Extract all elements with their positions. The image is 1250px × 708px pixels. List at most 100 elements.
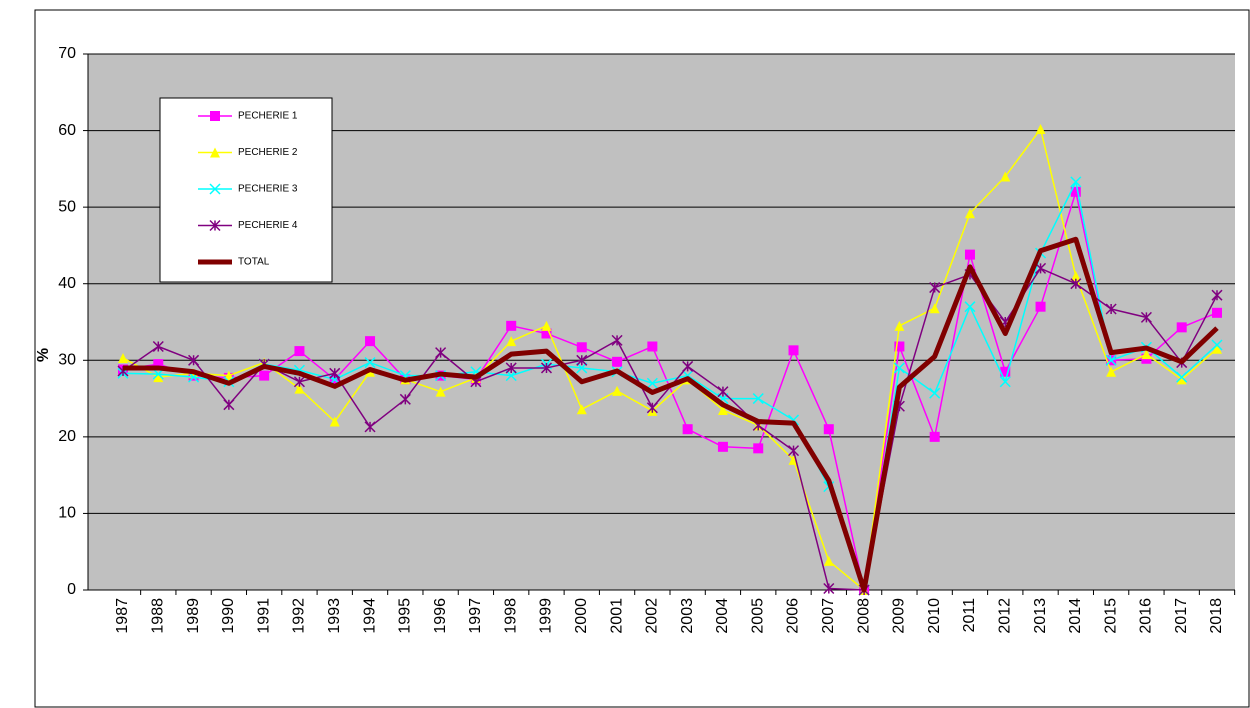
marker: [364, 421, 376, 433]
marker: [752, 393, 764, 405]
x-tick-label: 2001: [608, 598, 625, 634]
marker: [294, 383, 305, 394]
series-line: [122, 128, 1218, 591]
marker: [682, 424, 693, 435]
x-tick-label: 2002: [644, 598, 661, 634]
marker: [365, 336, 376, 347]
marker: [294, 346, 305, 357]
marker: [1212, 307, 1222, 318]
marker: [964, 249, 975, 260]
x-tick-label: 2013: [1032, 598, 1049, 634]
x-tick-label: 2008: [855, 598, 872, 634]
x-tick-label: 2009: [891, 598, 908, 634]
marker: [118, 352, 128, 363]
x-tick-label: 1997: [467, 598, 484, 634]
marker: [293, 376, 305, 388]
marker: [1000, 366, 1011, 377]
marker: [612, 385, 623, 396]
marker: [1035, 301, 1046, 312]
x-tick-label: 2004: [714, 598, 731, 634]
marker: [435, 347, 447, 359]
x-tick-label: 2007: [820, 598, 837, 634]
marker: [540, 362, 553, 374]
marker: [506, 336, 517, 347]
marker: [611, 334, 623, 346]
marker: [1141, 349, 1152, 360]
marker: [210, 111, 220, 121]
marker: [894, 341, 905, 352]
x-tick-label: 1993: [326, 598, 343, 634]
marker: [788, 345, 799, 356]
y-tick-label: 20: [58, 428, 76, 445]
marker: [364, 357, 376, 369]
legend: [159, 97, 333, 283]
y-axis-label: %: [35, 348, 52, 362]
x-tick-label: 1988: [150, 598, 167, 634]
x-tick-label: 1989: [185, 598, 202, 634]
y-tick-label: 50: [58, 198, 76, 215]
x-tick-label: 2018: [1208, 598, 1225, 634]
legend-label: PECHERIE 3: [238, 184, 298, 195]
marker: [399, 393, 411, 405]
marker: [964, 208, 975, 219]
x-tick-label: 1990: [220, 598, 237, 634]
marker: [1070, 186, 1081, 197]
marker: [1106, 366, 1117, 377]
marker: [999, 376, 1011, 388]
marker: [1105, 354, 1117, 366]
y-tick-label: 70: [58, 45, 76, 62]
x-tick-label: 2005: [749, 598, 766, 634]
x-tick-label: 2015: [1102, 598, 1119, 634]
marker: [964, 301, 976, 313]
marker: [1070, 271, 1081, 282]
marker: [223, 370, 234, 381]
legend-label: PECHERIE 2: [238, 147, 298, 158]
y-tick-label: 30: [58, 352, 76, 369]
x-tick-label: 2000: [573, 598, 590, 634]
marker: [209, 183, 221, 195]
x-tick-label: 2003: [679, 598, 696, 634]
marker: [1070, 278, 1082, 290]
marker: [1211, 289, 1223, 301]
marker: [1035, 262, 1047, 274]
x-tick-label: 2012: [996, 598, 1013, 634]
marker: [188, 354, 200, 366]
marker: [576, 342, 587, 353]
marker: [223, 399, 235, 411]
marker: [929, 282, 941, 294]
marker: [153, 372, 164, 383]
marker: [329, 416, 340, 427]
marker: [646, 402, 658, 414]
y-tick-label: 10: [58, 505, 76, 522]
marker: [929, 431, 940, 442]
marker: [823, 555, 834, 566]
marker: [329, 367, 341, 379]
legend-label: PECHERIE 1: [238, 111, 298, 122]
marker: [1070, 176, 1082, 188]
marker: [541, 320, 552, 331]
marker: [717, 386, 729, 398]
x-tick-label: 1999: [538, 598, 555, 634]
marker: [1176, 371, 1188, 383]
marker: [152, 340, 164, 353]
x-tick-label: 1987: [114, 598, 131, 634]
marker: [541, 328, 552, 339]
marker: [435, 386, 446, 397]
x-tick-label: 2006: [785, 598, 802, 634]
y-tick-label: 40: [58, 275, 76, 292]
series-line: [122, 181, 1218, 591]
x-tick-label: 1998: [502, 598, 519, 634]
series-line: [123, 236, 1219, 593]
marker: [1211, 339, 1223, 351]
marker: [1140, 311, 1152, 323]
x-tick-label: 2014: [1067, 598, 1084, 634]
y-tick-label: 0: [67, 581, 76, 598]
x-tick-label: 1996: [432, 598, 449, 634]
marker: [682, 360, 694, 372]
marker: [153, 359, 164, 370]
marker: [210, 147, 220, 158]
frame: [34, 9, 1250, 708]
x-tick-label: 2011: [961, 598, 978, 633]
marker: [576, 354, 588, 366]
